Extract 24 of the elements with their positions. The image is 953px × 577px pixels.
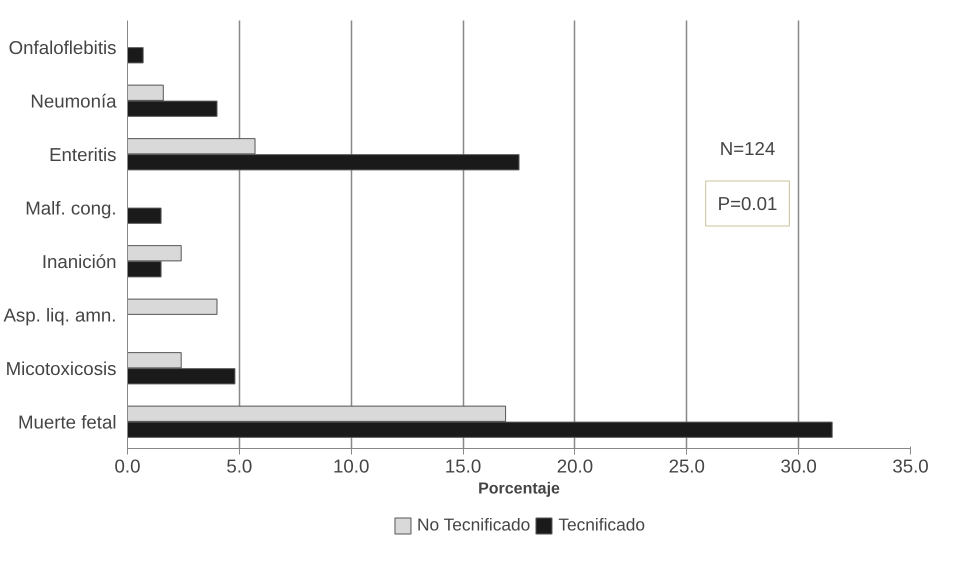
bar (128, 47, 144, 64)
annotation: P=0.01 (718, 193, 778, 214)
bar (128, 298, 218, 315)
bar (128, 208, 162, 224)
x-tick-label: 35.0 (892, 456, 929, 476)
x-tick-label: 5.0 (226, 456, 252, 476)
annotation: N=124 (720, 138, 776, 159)
x-tick-label: 10.0 (333, 456, 370, 476)
x-tick-label: 25.0 (668, 456, 705, 476)
y-tick-label: Neumonía (30, 90, 118, 112)
y-tick-label: Malf. cong. (25, 197, 116, 218)
y-tick-label: Asp. liq. amn. (3, 304, 117, 326)
x-axis-title: Porcentaje (478, 480, 560, 498)
legend-label: Tecnificado (558, 514, 646, 536)
x-tick-label: 0.0 (114, 456, 140, 476)
y-tick-label: Micotoxicosis (6, 358, 117, 379)
y-tick-label: Onfaloflebitis (8, 36, 117, 58)
legend-label: No Tecnificado (416, 514, 530, 536)
y-tick-label: Muerte fetal (18, 411, 117, 432)
y-tick-label: Inanición (42, 250, 117, 272)
x-tick-label: 20.0 (556, 456, 594, 476)
y-tick-label: Enteritis (49, 144, 117, 165)
x-tick-label: 15.0 (444, 456, 482, 476)
x-tick-label: 30.0 (780, 456, 817, 476)
